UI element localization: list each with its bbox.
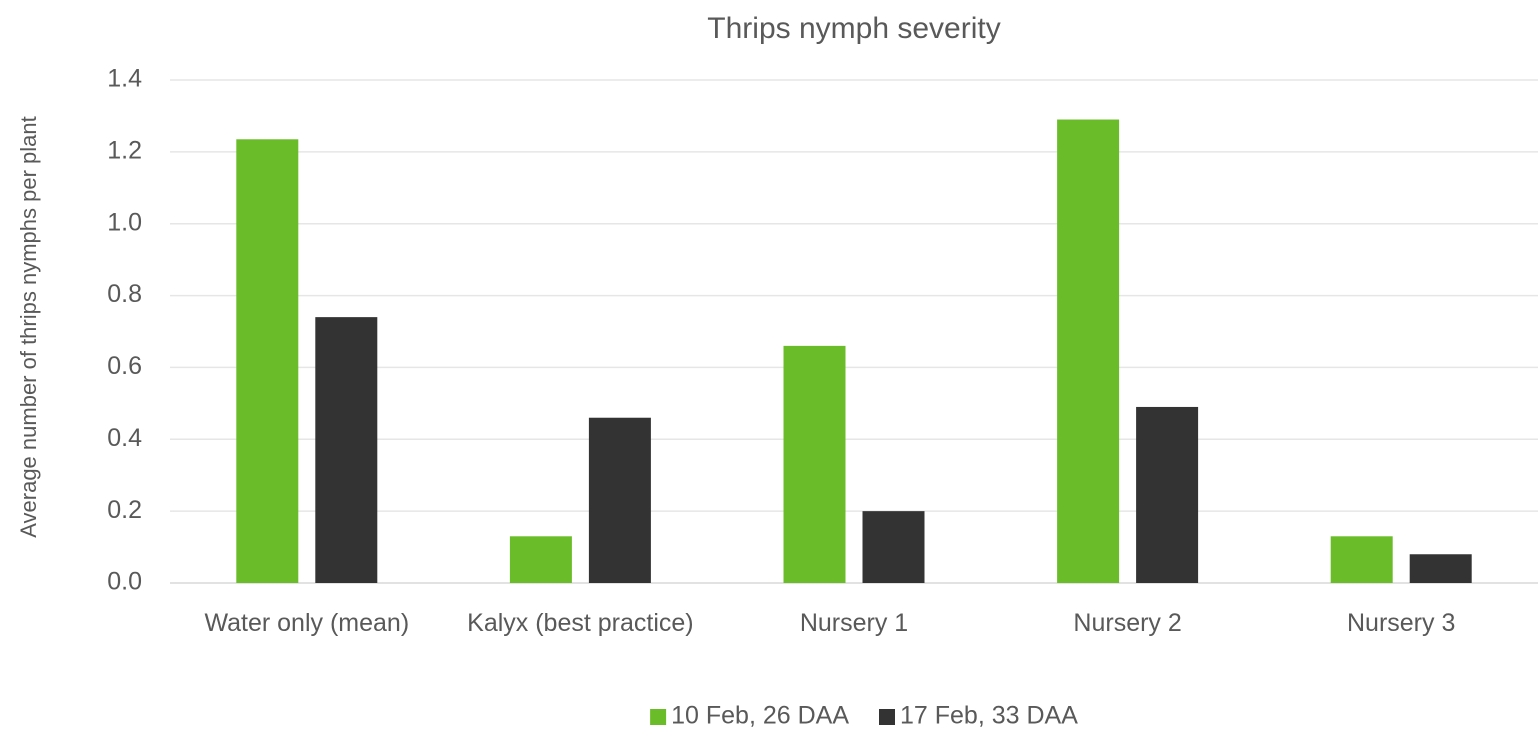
- x-tick-label: Kalyx (best practice): [467, 609, 694, 637]
- x-tick-label: Water only (mean): [204, 609, 410, 637]
- bar: [1409, 554, 1472, 583]
- bar: [1057, 119, 1120, 584]
- y-axis-label: Average number of thrips nymphs per plan…: [16, 116, 41, 538]
- bar: [236, 139, 299, 583]
- y-tick-label: 0.8: [107, 280, 142, 308]
- x-tick-label: Nursery 2: [1073, 609, 1182, 637]
- x-tick-label: Nursery 1: [799, 609, 909, 637]
- y-tick-label: 0.0: [107, 568, 142, 596]
- bar: [783, 345, 846, 583]
- bar: [315, 317, 378, 583]
- y-tick-label: 1.2: [107, 136, 142, 164]
- bar: [588, 417, 651, 583]
- y-tick-label: 0.2: [107, 496, 142, 524]
- bar: [1136, 406, 1199, 583]
- legend-label: 10 Feb, 26 DAA: [671, 702, 849, 730]
- bar: [862, 511, 925, 583]
- y-tick-label: 1.4: [107, 65, 142, 93]
- bar: [1330, 536, 1393, 583]
- y-tick-label: 1.0: [107, 208, 142, 236]
- bar: [509, 536, 572, 583]
- legend-swatch: [879, 709, 895, 725]
- legend-swatch: [650, 709, 667, 725]
- y-tick-label: 0.4: [107, 424, 142, 452]
- chart-title: Thrips nymph severity: [707, 12, 1000, 45]
- x-tick-label: Nursery 3: [1347, 609, 1456, 637]
- y-tick-label: 0.6: [107, 352, 142, 380]
- legend-label: 17 Feb, 33 DAA: [900, 702, 1078, 730]
